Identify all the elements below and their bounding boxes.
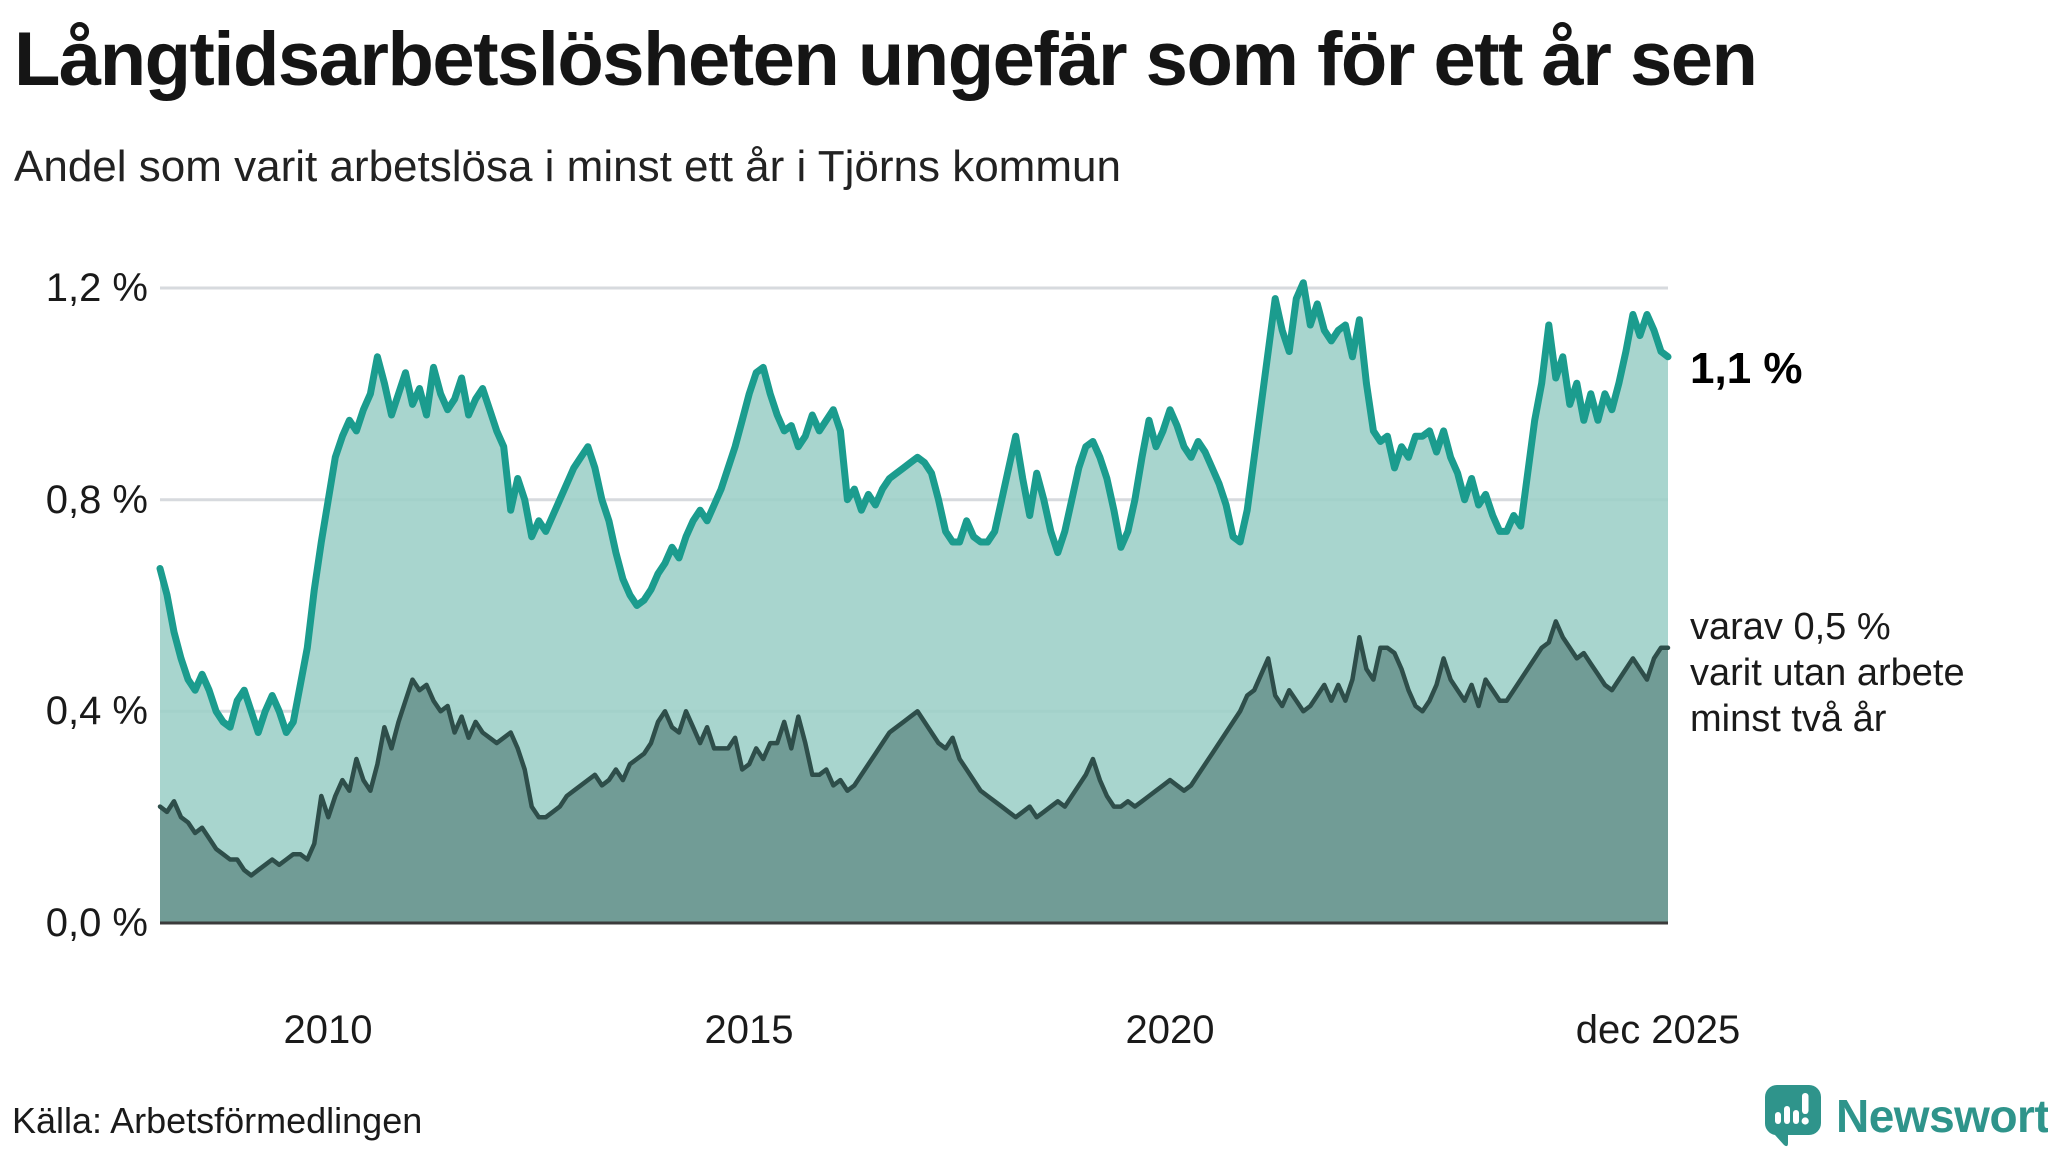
- x-tick-2010: 2010: [283, 1008, 373, 1052]
- line-two-years: [157, 619, 1671, 878]
- two-years-annotation-line3: minst två år: [1690, 698, 1887, 740]
- x-tick-2020: 2020: [1125, 1008, 1215, 1052]
- newsworthy-bubble-icon: [1764, 1085, 1821, 1147]
- x-tick-dec-2025: dec 2025: [1575, 1008, 1741, 1052]
- two-years-annotation: varav 0,5 % varit utan arbete minst två …: [1690, 604, 1965, 742]
- y-tick-0_4: 0,4 %: [45, 689, 148, 733]
- two-years-annotation-line2: varit utan arbete: [1690, 652, 1965, 694]
- line-total: [156, 279, 1672, 736]
- y-tick-1_2: 1,2 %: [45, 266, 148, 310]
- page-subtitle: Andel som varit arbetslösa i minst ett å…: [14, 142, 1121, 191]
- source-credit: Källa: Arbetsförmedlingen: [12, 1100, 423, 1141]
- x-tick-2015: 2015: [704, 1008, 794, 1052]
- two-years-annotation-line1: varav 0,5 %: [1690, 606, 1891, 648]
- newsworthy-wordmark: Newsworthy: [1836, 1090, 2048, 1142]
- newsworthy-logo: Newsworthy: [1764, 1084, 2048, 1148]
- y-tick-0_0: 0,0 %: [45, 901, 148, 945]
- page-title: Långtidsarbetslösheten ungefär som för e…: [14, 17, 1758, 102]
- y-tick-0_8: 0,8 %: [45, 478, 148, 522]
- latest-value-label: 1,1 %: [1690, 344, 1803, 393]
